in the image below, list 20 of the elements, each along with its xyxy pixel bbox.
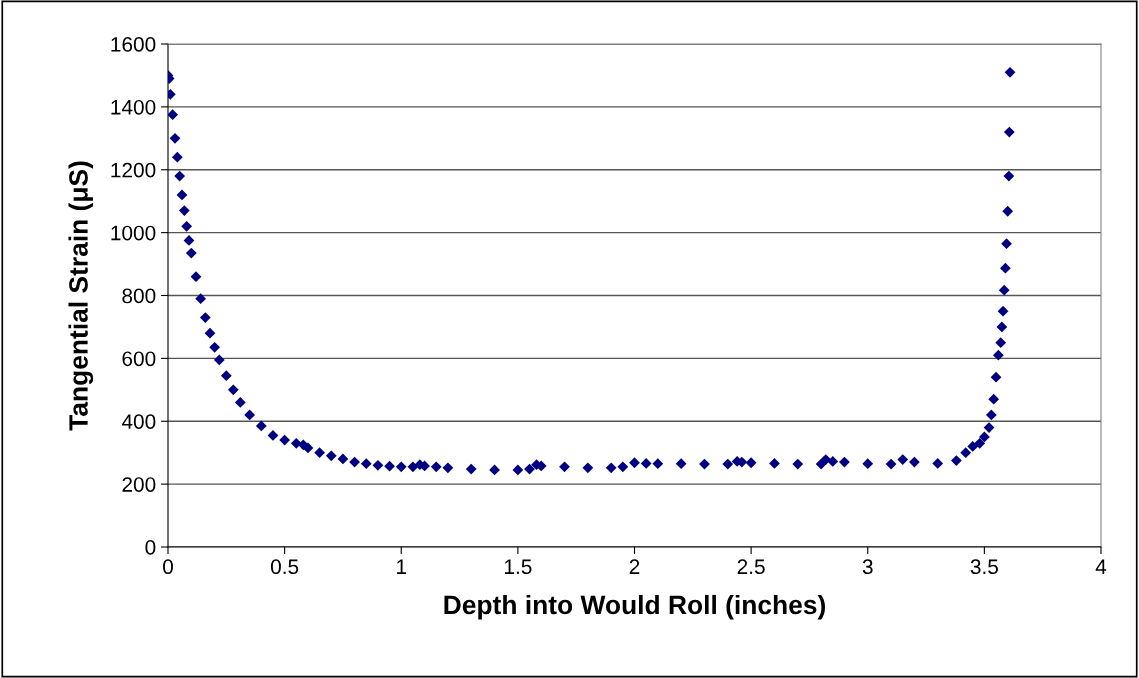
- x-axis-title: Depth into Would Roll (inches): [444, 594, 825, 620]
- x-tick-label: 3.5: [970, 559, 998, 575]
- y-tick-label: 1600: [111, 37, 156, 52]
- y-tick-label: 0: [145, 540, 156, 555]
- y-tick-label: 1400: [111, 99, 156, 115]
- x-tick-label: 2: [629, 559, 640, 574]
- x-tick-label: 1: [397, 559, 407, 574]
- x-tick-label: 1.5: [504, 559, 532, 575]
- y-tick-label: 200: [122, 477, 156, 492]
- y-axis-title: Tangential Strain (μS): [68, 161, 94, 431]
- x-tick-label: 3: [862, 559, 873, 575]
- y-tick-label: 400: [121, 414, 156, 429]
- y-tick-label: 1200: [111, 162, 156, 178]
- x-tick-label: 4: [1095, 559, 1107, 574]
- y-tick-label: 800: [122, 288, 156, 304]
- x-tick-label: 0.5: [270, 559, 299, 575]
- y-tick-label: 1000: [111, 225, 156, 241]
- x-tick-label: 0: [163, 559, 173, 575]
- x-tick-label: 2.5: [737, 559, 765, 575]
- y-tick-label: 600: [122, 351, 156, 367]
